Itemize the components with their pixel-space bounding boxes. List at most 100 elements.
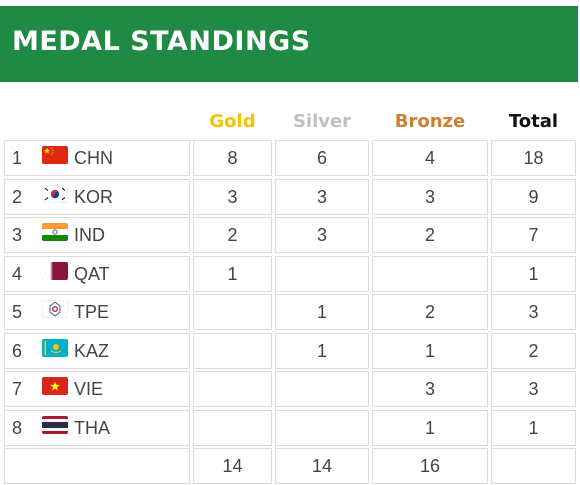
table-row-bronze-cell bbox=[372, 371, 488, 407]
total-count: 1 bbox=[528, 264, 539, 284]
rank-number: 2 bbox=[12, 187, 23, 207]
header-silver: Silver bbox=[292, 111, 352, 132]
table-row-country-cell bbox=[4, 410, 190, 446]
total-count: 9 bbox=[528, 187, 539, 207]
table-row-gold-cell bbox=[193, 333, 272, 369]
rank-number: 6 bbox=[12, 341, 23, 361]
table-row-silver-cell bbox=[275, 371, 369, 407]
country-code: THA bbox=[74, 418, 110, 438]
bronze-count: 3 bbox=[424, 187, 435, 207]
rank-number: 8 bbox=[12, 418, 23, 438]
header-bronze: Bronze bbox=[394, 111, 466, 132]
gold-count: 1 bbox=[227, 264, 238, 284]
rank-number: 4 bbox=[12, 264, 23, 284]
table-row-gold-cell bbox=[193, 140, 272, 176]
rank-number: 1 bbox=[12, 148, 23, 168]
table-row-country-cell bbox=[4, 256, 190, 292]
total-bronze: 16 bbox=[419, 456, 441, 476]
table-row-bronze-cell bbox=[372, 140, 488, 176]
table-row-country-cell bbox=[4, 179, 190, 215]
gold-count: 3 bbox=[227, 187, 238, 207]
table-row-total-cell bbox=[491, 333, 576, 369]
totals-row-bronze-cell bbox=[372, 448, 488, 484]
table-row-country-cell bbox=[4, 217, 190, 253]
bronze-count: 1 bbox=[424, 341, 435, 361]
total-count: 18 bbox=[523, 148, 544, 168]
silver-count: 3 bbox=[316, 225, 327, 245]
totals-row-total-cell bbox=[491, 448, 576, 484]
title-banner: MEDAL STANDINGS bbox=[0, 6, 578, 82]
total-count: 1 bbox=[528, 418, 539, 438]
table-row-country-cell bbox=[4, 140, 190, 176]
table-row-silver-cell bbox=[275, 140, 369, 176]
table-row-silver-cell bbox=[275, 179, 369, 215]
silver-count: 1 bbox=[316, 341, 327, 361]
bronze-count: 3 bbox=[424, 379, 435, 399]
country-code: QAT bbox=[74, 264, 110, 284]
country-code: VIE bbox=[74, 379, 104, 399]
table-row-total-cell bbox=[491, 294, 576, 330]
total-count: 7 bbox=[528, 225, 539, 245]
table-row-gold-cell bbox=[193, 179, 272, 215]
table-row-gold-cell bbox=[193, 294, 272, 330]
totals-row-gold-cell bbox=[193, 448, 272, 484]
table-row-gold-cell bbox=[193, 410, 272, 446]
table-row-gold-cell bbox=[193, 217, 272, 253]
total-count: 3 bbox=[528, 302, 539, 322]
silver-count: 1 bbox=[316, 302, 327, 322]
india-flag-icon bbox=[42, 223, 68, 241]
total-count: 3 bbox=[528, 379, 539, 399]
table-row-bronze-cell bbox=[372, 179, 488, 215]
total-count: 2 bbox=[528, 341, 539, 361]
table-row-total-cell bbox=[491, 217, 576, 253]
silver-count: 3 bbox=[316, 187, 327, 207]
country-code: TPE bbox=[74, 302, 110, 322]
table-row-silver-cell bbox=[275, 294, 369, 330]
total-gold: 14 bbox=[222, 456, 243, 476]
table-row-total-cell bbox=[491, 140, 576, 176]
silver-count: 6 bbox=[316, 148, 327, 168]
table-row-total-cell bbox=[491, 371, 576, 407]
rank-number: 5 bbox=[12, 302, 23, 322]
table-row-country-cell bbox=[4, 371, 190, 407]
country-code: KOR bbox=[74, 187, 114, 207]
country-code: IND bbox=[74, 225, 105, 245]
table-row-country-cell bbox=[4, 333, 190, 369]
header-total: Total bbox=[508, 111, 559, 132]
table-row-bronze-cell bbox=[372, 410, 488, 446]
bronze-count: 4 bbox=[424, 148, 435, 168]
table-row-silver-cell bbox=[275, 217, 369, 253]
table-row-silver-cell bbox=[275, 410, 369, 446]
total-silver: 14 bbox=[311, 456, 333, 476]
country-code: CHN bbox=[74, 148, 113, 168]
kazakhstan-flag-icon bbox=[42, 339, 68, 357]
korea-flag-icon bbox=[42, 185, 68, 203]
bronze-count: 2 bbox=[424, 302, 435, 322]
bronze-count: 2 bbox=[424, 225, 435, 245]
china-flag-icon bbox=[42, 146, 68, 164]
country-code: KAZ bbox=[74, 341, 110, 361]
vietnam-flag-icon bbox=[42, 377, 68, 395]
header-gold: Gold bbox=[209, 111, 256, 132]
qatar-flag-icon bbox=[42, 262, 68, 280]
table-row-bronze-cell bbox=[372, 333, 488, 369]
table-row-country-cell bbox=[4, 294, 190, 330]
rank-number: 7 bbox=[12, 379, 23, 399]
table-row-bronze-cell bbox=[372, 294, 488, 330]
table-row-gold-cell bbox=[193, 371, 272, 407]
chinese-taipei-flag-icon bbox=[42, 300, 68, 318]
table-row-total-cell bbox=[491, 410, 576, 446]
page-title: MEDAL STANDINGS bbox=[12, 26, 311, 57]
totals-row-silver-cell bbox=[275, 448, 369, 484]
table-row-silver-cell bbox=[275, 333, 369, 369]
table-row-bronze-cell bbox=[372, 217, 488, 253]
gold-count: 2 bbox=[227, 225, 238, 245]
totals-row-country-cell bbox=[4, 448, 190, 484]
table-row-bronze-cell bbox=[372, 256, 488, 292]
table-row-gold-cell bbox=[193, 256, 272, 292]
table-row-total-cell bbox=[491, 179, 576, 215]
rank-number: 3 bbox=[12, 225, 23, 245]
gold-count: 8 bbox=[227, 148, 238, 168]
table-row-silver-cell bbox=[275, 256, 369, 292]
thailand-flag-icon bbox=[42, 416, 68, 434]
